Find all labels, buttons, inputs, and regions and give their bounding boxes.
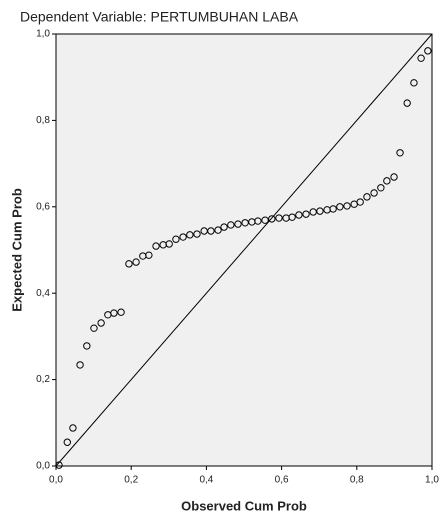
point: [254, 217, 262, 225]
point: [186, 231, 194, 239]
point: [383, 177, 391, 185]
point: [234, 220, 242, 228]
point: [214, 226, 222, 234]
point: [417, 54, 425, 62]
x-tick-label: 0,2: [124, 475, 138, 486]
point: [179, 233, 187, 241]
chart-title: Dependent Variable: PERTUMBUHAN LABA: [20, 9, 299, 25]
x-tick-label: 0,0: [49, 475, 63, 486]
point: [261, 216, 269, 224]
point: [288, 213, 296, 221]
point: [117, 308, 125, 316]
point: [343, 202, 351, 210]
point: [295, 211, 303, 219]
point: [370, 189, 378, 197]
point: [410, 79, 418, 87]
point: [424, 47, 432, 55]
point: [76, 361, 84, 369]
x-tick-label: 0,4: [199, 475, 213, 486]
y-tick-label: 0,4: [36, 288, 50, 299]
point: [268, 215, 276, 223]
y-tick-label: 0,6: [36, 201, 50, 212]
point: [377, 184, 385, 192]
point: [403, 99, 411, 107]
point: [125, 260, 133, 268]
x-tick-label: 0,8: [350, 475, 364, 486]
point: [336, 203, 344, 211]
point: [220, 223, 228, 231]
point: [90, 324, 98, 332]
point: [145, 251, 153, 259]
y-tick-label: 0,2: [36, 374, 50, 385]
point: [97, 319, 105, 327]
x-tick-label: 0,6: [275, 475, 289, 486]
point: [356, 198, 364, 206]
point: [316, 207, 324, 215]
point: [83, 342, 91, 350]
y-tick-label: 1,0: [36, 29, 50, 40]
point: [172, 235, 180, 243]
point: [390, 173, 398, 181]
point: [207, 227, 215, 235]
point: [165, 240, 173, 248]
point: [110, 309, 118, 317]
point: [363, 193, 371, 201]
point: [396, 149, 404, 157]
point: [193, 230, 201, 238]
point: [69, 424, 77, 432]
point: [132, 258, 140, 266]
point: [302, 210, 310, 218]
y-tick-label: 0,0: [36, 461, 50, 472]
point: [329, 205, 337, 213]
reference-line: [55, 33, 433, 467]
y-tick-label: 0,8: [36, 115, 50, 126]
point: [152, 242, 160, 250]
y-axis-label: Expected Cum Prob: [9, 188, 24, 312]
x-tick-label: 1,0: [425, 475, 439, 486]
x-axis-label: Observed Cum Prob: [181, 498, 307, 513]
point: [275, 214, 283, 222]
point: [55, 461, 63, 469]
point: [63, 438, 71, 446]
point: [227, 221, 235, 229]
